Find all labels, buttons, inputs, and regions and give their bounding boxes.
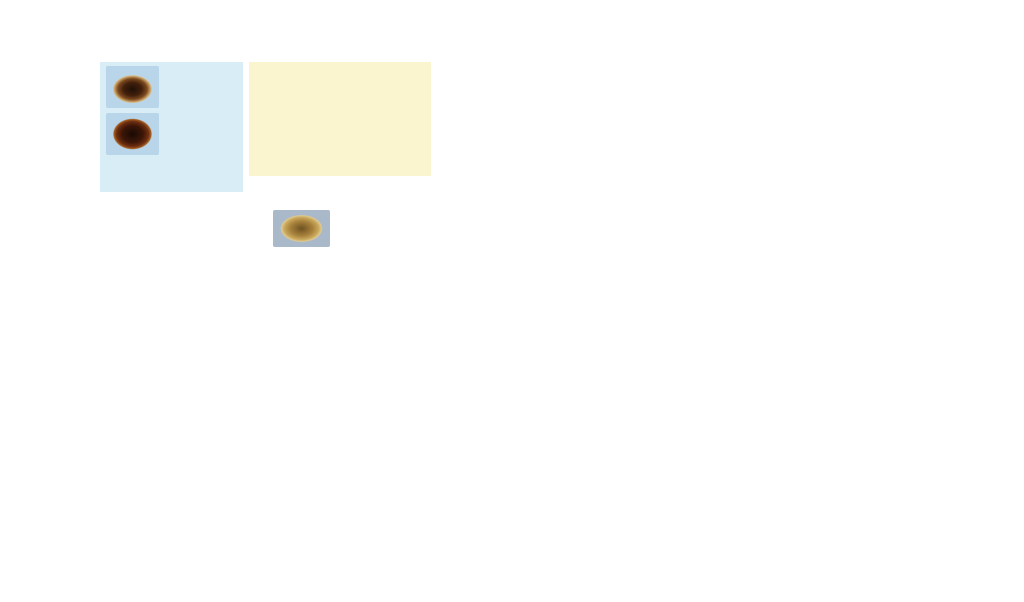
pollen-photo-herbaceous xyxy=(273,210,330,247)
pollen-photo-sporotrapoidites-minor xyxy=(106,66,159,108)
vegetation-highlight-box xyxy=(249,62,431,176)
pollen-photo-sporotrapoidites-erdtmanii xyxy=(106,113,159,155)
